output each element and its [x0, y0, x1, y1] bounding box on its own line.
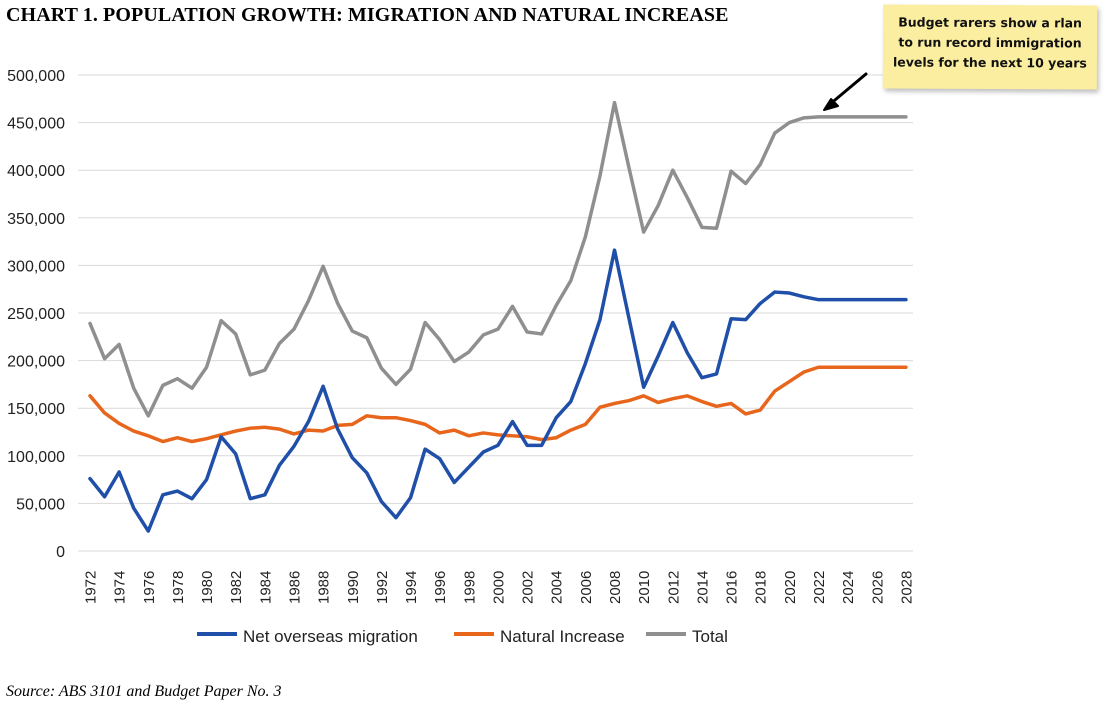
y-tick-label: 500,000 [7, 68, 65, 85]
y-tick-label: 350,000 [7, 211, 65, 228]
x-tick-label: 2024 [840, 571, 857, 604]
x-tick-label: 2008 [607, 571, 624, 604]
series-line-natural-increase [88, 365, 908, 444]
x-tick-label: 2022 [811, 571, 828, 604]
legend-label: Natural Increase [500, 627, 625, 646]
x-tick-label: 1994 [403, 571, 420, 604]
arrow-icon [823, 72, 868, 111]
x-tick-label: 1988 [316, 571, 333, 604]
x-tick-label: 2026 [869, 571, 886, 604]
legend-label: Total [692, 627, 728, 646]
y-axis-ticks: 0 50,000 100,000 150,000 200,000 250,000 300,0… [7, 68, 65, 561]
x-tick-label: 1992 [374, 571, 391, 604]
x-tick-label: 1976 [141, 571, 158, 604]
x-tick-label: 2012 [665, 571, 682, 604]
x-tick-label: 1990 [345, 571, 362, 604]
x-tick-label: 1974 [112, 571, 129, 604]
y-tick-label: 200,000 [7, 354, 65, 371]
gridlines [78, 74, 913, 552]
x-tick-label: 1978 [170, 571, 187, 604]
x-tick-label: 2020 [782, 571, 799, 604]
series-line-total [88, 100, 908, 418]
y-tick-label: 150,000 [7, 401, 65, 418]
x-tick-label: 1980 [199, 571, 216, 604]
y-tick-label: 450,000 [7, 116, 65, 133]
source-caption: Source: ABS 3101 and Budget Paper No. 3 [6, 683, 282, 700]
x-tick-label: 1984 [257, 571, 274, 604]
x-tick-label: 2014 [694, 571, 711, 604]
x-tick-label: 1982 [228, 571, 245, 604]
y-tick-label: 50,000 [16, 496, 65, 513]
series-line-net-overseas-migration [88, 248, 908, 533]
x-tick-label: 2010 [636, 571, 653, 604]
y-tick-label: 300,000 [7, 258, 65, 275]
x-tick-label: 1998 [461, 571, 478, 604]
legend-label: Net overseas migration [243, 627, 418, 646]
y-tick-label: 0 [56, 544, 65, 561]
x-tick-label: 1986 [286, 571, 303, 604]
y-tick-label: 400,000 [7, 163, 65, 180]
x-tick-label: 2016 [724, 571, 741, 604]
x-tick-label: 1972 [83, 571, 100, 604]
chart-title: CHART 1. POPULATION GROWTH: MIGRATION AN… [6, 4, 729, 26]
x-tick-label: 2000 [490, 571, 507, 604]
x-tick-label: 2006 [578, 571, 595, 604]
x-tick-label: 2004 [549, 571, 566, 604]
x-tick-label: 2018 [753, 571, 770, 604]
x-tick-label: 1996 [432, 571, 449, 604]
y-tick-label: 250,000 [7, 306, 65, 323]
x-axis-ticks: 1972 1974 1976 1978 1980 1982 1984 1986 1988 1990… [83, 571, 916, 604]
y-tick-label: 100,000 [7, 449, 65, 466]
x-tick-label: 2028 [898, 571, 915, 604]
series-lines [88, 100, 908, 533]
legend: Net overseas migration Natural Increase To… [197, 627, 728, 646]
x-tick-label: 2002 [520, 571, 537, 604]
annotation-note: Budget rarers show a rlan to run record … [882, 4, 1098, 90]
